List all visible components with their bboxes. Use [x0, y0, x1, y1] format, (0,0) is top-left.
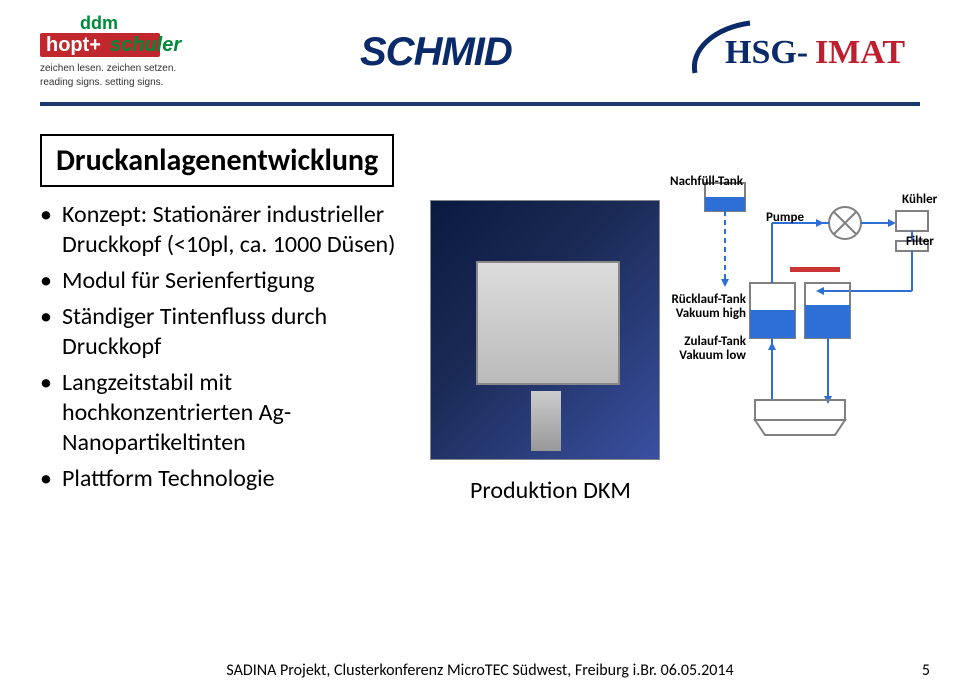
label-filter: Filter — [906, 235, 934, 249]
bullet-item: Ständiger Tintenfluss durch Druckkopf — [40, 302, 420, 362]
label-refill-tank: Nachfüll-Tank — [670, 175, 750, 189]
logo-hoptschuler: ddm hopt+ schuler zeichen lesen. zeichen… — [40, 13, 250, 93]
bullet-item: Konzept: Stationärer industrieller Druck… — [40, 200, 420, 260]
hoptschuler-sub2: reading signs. setting signs. — [40, 77, 163, 88]
schmid-text: SCHMID — [360, 30, 512, 74]
label-return-tank-l2: Vakuum high — [676, 306, 746, 321]
slide: ddm hopt+ schuler zeichen lesen. zeichen… — [0, 0, 960, 694]
label-return-tank-l1: Rücklauf-Tank — [671, 292, 746, 307]
page-number: 5 — [922, 661, 930, 680]
logo-schmid: SCHMID — [360, 23, 570, 83]
svg-text:hopt+: hopt+ — [46, 34, 101, 56]
section-title: Druckanlagenentwicklung — [56, 142, 378, 179]
label-cooler: Kühler — [902, 193, 937, 207]
logo-hsgimat: HSG- IMAT — [680, 18, 920, 88]
section-title-box: Druckanlagenentwicklung — [40, 134, 394, 187]
footer-text: SADINA Projekt, Clusterkonferenz MicroTE… — [0, 661, 960, 680]
bullet-item: Modul für Serienfertigung — [40, 266, 420, 296]
production-photo — [430, 200, 660, 460]
hoptschuler-svg: ddm hopt+ schuler zeichen lesen. zeichen… — [40, 13, 250, 93]
label-pump: Pumpe — [766, 211, 804, 225]
svg-text:HSG-: HSG- — [725, 34, 808, 71]
ink-flow-diagram: Nachfüll-Tank Pumpe Kühler Filter Rückla… — [670, 175, 945, 475]
ddm-text: ddm — [80, 13, 118, 33]
label-feed-tank-l1: Zulauf-Tank — [684, 334, 746, 349]
header-logo-row: ddm hopt+ schuler zeichen lesen. zeichen… — [40, 10, 920, 106]
hoptschuler-sub1: zeichen lesen. zeichen setzen. — [40, 63, 176, 74]
bullet-item: Plattform Technologie — [40, 464, 420, 494]
photo-caption: Produktion DKM — [470, 476, 631, 505]
bullet-item: Langzeitstabil mit hochkonzentrierten Ag… — [40, 368, 420, 458]
bullet-list: Konzept: Stationärer industrieller Druck… — [40, 200, 420, 500]
svg-text:schuler: schuler — [110, 34, 182, 56]
label-feed-tank-l2: Vakuum low — [679, 348, 746, 363]
svg-text:IMAT: IMAT — [815, 34, 905, 71]
